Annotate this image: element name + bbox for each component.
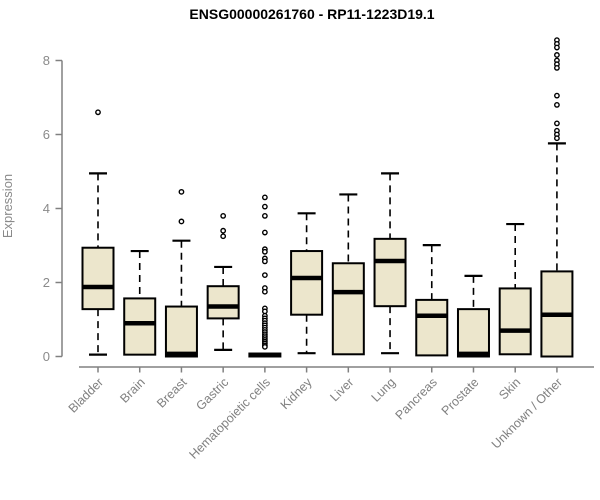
boxplot-prostate — [456, 274, 490, 358]
outlier-point — [554, 52, 560, 58]
x-category-label: Kidney — [278, 375, 315, 412]
outlier-point — [554, 102, 560, 108]
boxplot-gastric — [206, 212, 240, 351]
x-category-label: Liver — [327, 375, 356, 404]
y-tick-label: 6 — [43, 127, 50, 142]
boxplot-liver — [331, 193, 365, 356]
boxplot-skin — [498, 222, 532, 356]
outlier-point — [261, 272, 268, 278]
chart-title: ENSG00000261760 - RP11-1223D19.1 — [189, 6, 434, 22]
y-tick-label: 0 — [43, 349, 50, 364]
x-category-label: Breast — [154, 375, 190, 411]
boxplot-kidney — [290, 212, 324, 355]
box-gastric — [206, 285, 240, 320]
x-category-label: Skin — [496, 375, 523, 402]
outlier-point — [554, 135, 560, 142]
x-category-label: Lung — [369, 375, 399, 405]
y-tick-label: 4 — [43, 201, 50, 216]
outlier-point — [261, 288, 268, 295]
outlier-point — [95, 109, 101, 116]
outlier-point — [220, 227, 227, 234]
boxplot-hematopoietic-cells — [248, 194, 282, 358]
x-category-label: Hematopoietic cells — [186, 375, 273, 462]
y-tick-label: 2 — [43, 275, 50, 290]
x-category-label: Brain — [117, 375, 148, 406]
box-prostate — [456, 308, 490, 358]
outlier-point — [554, 120, 560, 127]
box-pancreas — [415, 298, 449, 357]
outlier-point — [554, 92, 560, 99]
outlier-point — [261, 212, 268, 219]
x-category-label: Pancreas — [393, 375, 440, 422]
outlier-point — [220, 212, 227, 219]
outlier-point — [261, 308, 268, 315]
outlier-point — [261, 194, 268, 201]
y-axis-label: Expression — [0, 174, 15, 238]
box-brain — [123, 297, 157, 356]
box-series — [81, 37, 574, 358]
x-category-label: Prostate — [439, 375, 482, 418]
outlier-point — [261, 248, 268, 255]
boxplot-brain — [123, 249, 157, 356]
x-category-label: Unknown / Other — [489, 375, 565, 451]
outlier-point — [261, 203, 268, 210]
outlier-point — [178, 188, 185, 195]
box-breast — [164, 305, 198, 358]
x-category-label: Bladder — [66, 375, 106, 415]
outlier-point — [554, 44, 560, 51]
outlier-point — [220, 233, 227, 240]
box-bladder — [81, 246, 115, 311]
boxplot-unknown-other — [540, 37, 574, 358]
boxplot-breast — [164, 188, 198, 358]
outlier-point — [261, 343, 268, 350]
outlier-point — [178, 218, 185, 225]
outlier-point — [261, 229, 268, 236]
outlier-point — [554, 65, 560, 71]
boxplot-bladder — [81, 109, 115, 356]
box-skin — [498, 287, 532, 356]
box-lung — [373, 237, 407, 308]
boxplot-lung — [373, 172, 407, 355]
y-tick-label: 8 — [43, 53, 50, 68]
outlier-point — [261, 258, 268, 265]
box-liver — [331, 262, 365, 356]
box-kidney — [290, 250, 324, 316]
boxplot-pancreas — [415, 244, 449, 357]
x-category-label: Gastric — [193, 375, 231, 413]
